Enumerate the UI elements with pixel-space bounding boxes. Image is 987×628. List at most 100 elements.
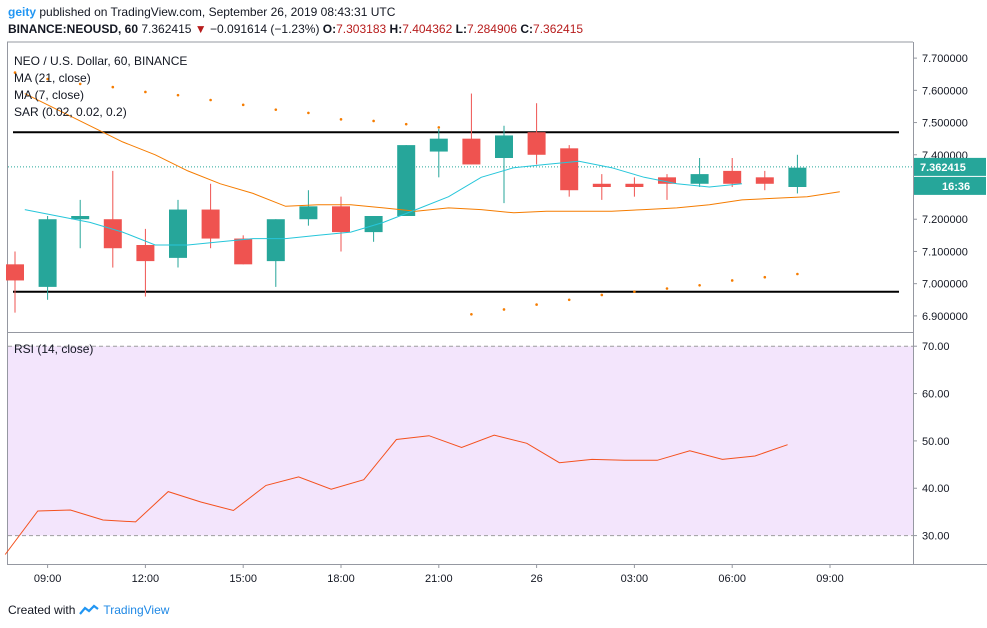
candle[interactable]	[234, 235, 253, 265]
sar-dot	[437, 126, 441, 129]
candle[interactable]	[560, 145, 579, 197]
sar-dot	[535, 303, 538, 306]
candle[interactable]	[332, 196, 350, 252]
candle-body[interactable]	[755, 177, 774, 184]
candle-body[interactable]	[690, 174, 709, 184]
low-label: L:	[455, 22, 467, 36]
sar-dot	[209, 98, 212, 102]
candle[interactable]	[38, 216, 57, 300]
candle[interactable]	[169, 199, 187, 268]
candle[interactable]	[658, 174, 676, 200]
candle[interactable]	[495, 125, 513, 204]
price-tick-label: 7.000000	[922, 279, 968, 291]
candle[interactable]	[527, 103, 546, 165]
rsi-tick-label: 50.00	[922, 436, 950, 448]
legend-title: NEO / U.S. Dollar, 60, BINANCE	[14, 54, 187, 68]
time-tick-label: 09:00	[816, 573, 844, 585]
candle[interactable]	[625, 177, 644, 197]
sar-dot	[176, 93, 180, 97]
candle-body[interactable]	[6, 264, 24, 281]
footer: Created with TradingView	[8, 603, 169, 617]
rsi-tick-label: 60.00	[922, 389, 950, 401]
candle-body[interactable]	[527, 132, 546, 155]
rsi-line	[4, 434, 788, 555]
sar-dot	[665, 287, 669, 290]
candle[interactable]	[136, 228, 155, 297]
sar-dot	[372, 119, 375, 123]
candle-body[interactable]	[592, 183, 611, 187]
time-tick-label: 26	[530, 573, 542, 585]
sar-dot	[730, 279, 734, 282]
candle[interactable]	[397, 145, 416, 216]
legend: NEO / U.S. Dollar, 60, BINANCE MA (21, c…	[14, 54, 187, 356]
price-tick-label: 7.600000	[922, 85, 968, 97]
open-label: O:	[322, 22, 337, 36]
axis-tags: 7.362415 16:36	[914, 157, 986, 195]
publish-info: geity published on TradingView.com, Sept…	[8, 5, 395, 19]
candle[interactable]	[266, 219, 285, 287]
symbol-info-line: BINANCE:NEOUSD, 60 7.362415 ▼ −0.091614 …	[8, 22, 583, 36]
candle-body[interactable]	[495, 135, 513, 158]
time-tick-label: 18:00	[327, 573, 355, 585]
high-value: 7.404362	[402, 22, 453, 36]
symbol-label: BINANCE:NEOUSD, 60	[8, 22, 139, 36]
candle-body[interactable]	[625, 183, 644, 187]
candle-body[interactable]	[234, 238, 253, 265]
sar-dot	[470, 312, 473, 316]
ma7-line	[24, 160, 743, 246]
candle-body[interactable]	[136, 245, 155, 262]
legend-sar[interactable]: SAR (0.02, 0.02, 0.2)	[14, 105, 127, 119]
publisher-username[interactable]: geity	[8, 5, 37, 19]
candle[interactable]	[6, 251, 24, 313]
candle[interactable]	[103, 170, 122, 268]
close-label: C:	[520, 22, 534, 36]
candle-body[interactable]	[364, 216, 383, 233]
candle-body[interactable]	[299, 206, 318, 220]
candle-body[interactable]	[201, 209, 220, 239]
candle[interactable]	[690, 158, 709, 187]
sar-dot	[600, 293, 604, 297]
candle-body[interactable]	[38, 219, 57, 287]
candle-body[interactable]	[723, 170, 742, 184]
low-value: 7.284906	[466, 22, 517, 36]
candle[interactable]	[755, 170, 774, 191]
candle-body[interactable]	[103, 219, 122, 249]
time-tick-label: 03:00	[621, 573, 649, 585]
tradingview-brand[interactable]: TradingView	[103, 603, 170, 617]
candle[interactable]	[299, 190, 318, 226]
candle-body[interactable]	[658, 177, 676, 184]
candle[interactable]	[788, 154, 807, 194]
sar-dot	[339, 118, 343, 121]
price-tick-label: 7.500000	[922, 118, 968, 130]
candle-body[interactable]	[266, 219, 285, 262]
candle[interactable]	[462, 93, 481, 165]
tradingview-logo-icon[interactable]	[79, 604, 100, 616]
candle-body[interactable]	[788, 167, 807, 187]
candle-body[interactable]	[397, 145, 416, 216]
candle[interactable]	[429, 129, 448, 178]
legend-rsi[interactable]: RSI (14, close)	[14, 342, 93, 356]
candle[interactable]	[723, 158, 742, 187]
last-price: 7.362415	[141, 22, 192, 36]
candles[interactable]	[6, 93, 807, 313]
legend-ma7[interactable]: MA (7, close)	[14, 88, 84, 102]
candle-body[interactable]	[429, 138, 448, 152]
sar-dot	[111, 85, 115, 89]
candle-body[interactable]	[462, 138, 481, 165]
time-tick-label: 06:00	[718, 573, 746, 585]
candle-body[interactable]	[332, 206, 350, 233]
candle-body[interactable]	[169, 209, 187, 258]
sar-dot	[698, 283, 701, 287]
legend-ma21[interactable]: MA (21, close)	[14, 71, 91, 85]
candle-body[interactable]	[560, 148, 579, 191]
candle[interactable]	[71, 199, 90, 249]
rsi-tick-label: 30.00	[922, 531, 950, 543]
candle-body[interactable]	[71, 216, 90, 220]
candle[interactable]	[201, 183, 220, 249]
candle[interactable]	[592, 174, 611, 200]
horizontal-lines[interactable]	[13, 131, 899, 293]
candle[interactable]	[364, 216, 383, 242]
ma21-line	[24, 93, 840, 214]
high-label: H:	[389, 22, 403, 36]
